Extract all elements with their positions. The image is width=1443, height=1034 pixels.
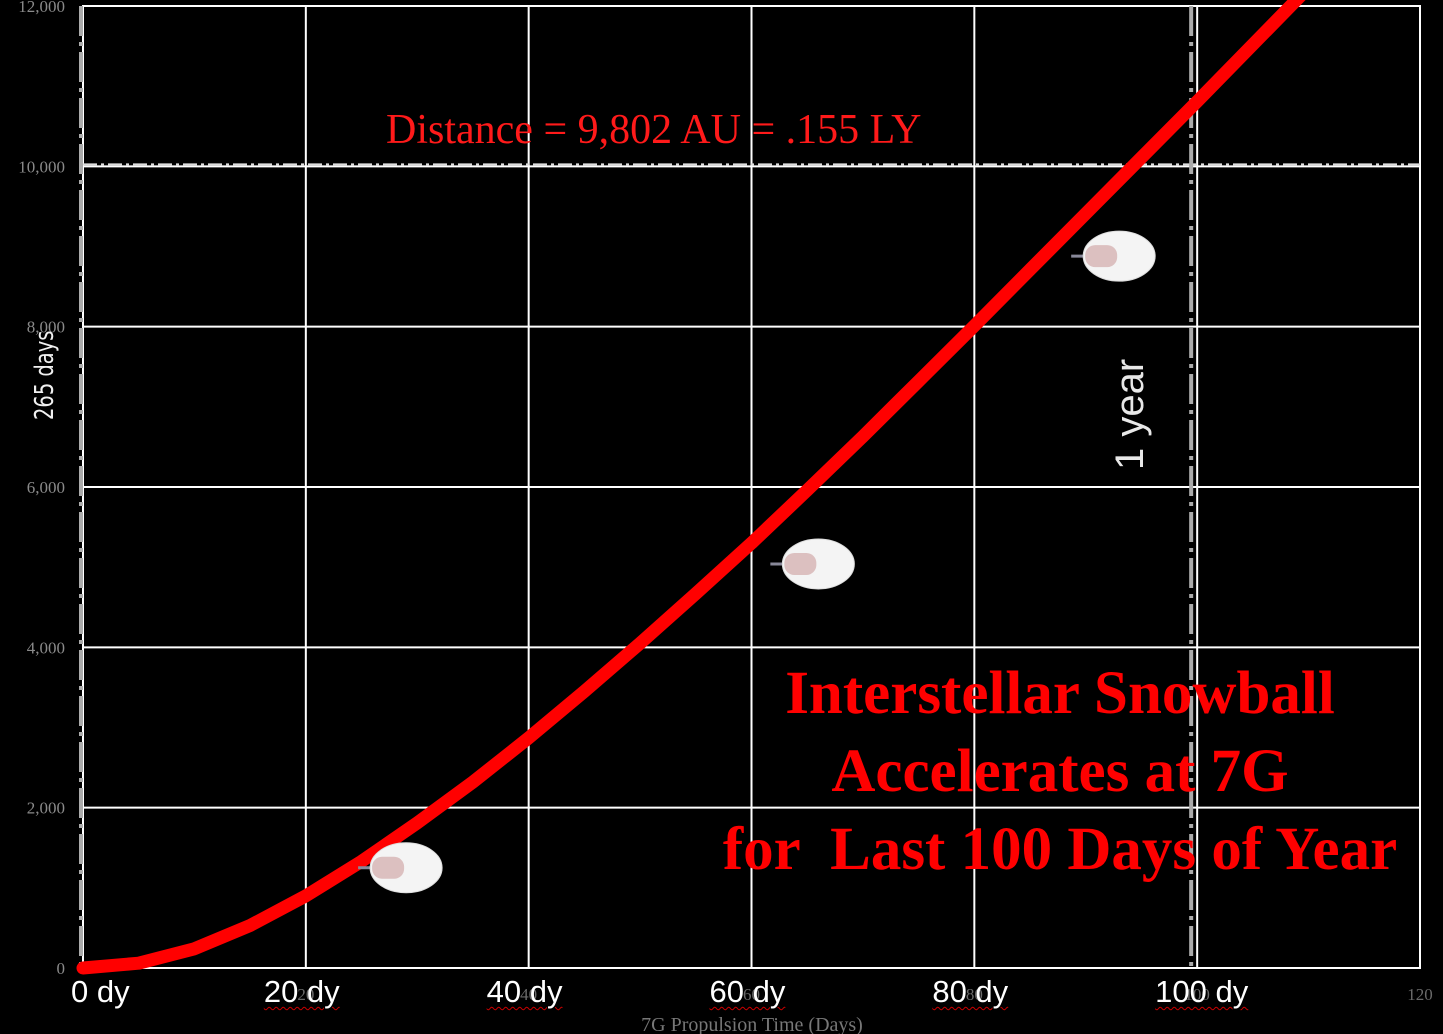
x-tick-label: 20 [297,985,314,1004]
snowball-body [1082,230,1156,282]
snowball-body [781,538,855,590]
title-line-3: for Last 100 Days of Year [722,816,1398,883]
x-tick-label: 40 [520,985,537,1004]
snowball-core [372,856,405,879]
snowball-markers [358,230,1156,894]
y-tick-label: 4,000 [27,638,65,657]
x-overlay-label: 60 dy [709,974,786,1009]
distance-curve [76,0,1306,975]
265-days-label: 265 days [30,330,60,420]
x-overlay-label: 20 dy [263,974,340,1009]
snowball-core [784,552,817,575]
y-tick-label: 6,000 [27,478,65,497]
x-axis-ticks: 20 40 60 80 100 120 [297,985,1432,1004]
y-tick-label: 10,000 [18,157,65,176]
reference-lines [79,6,1420,968]
x-overlay-label: 80 dy [932,974,1009,1009]
x-overlay-label: 40 dy [486,974,563,1009]
y-tick-label: 2,000 [27,799,65,818]
chart-title-block: Interstellar Snowball Accelerates at 7G … [660,655,1443,889]
snowball-icon [770,538,855,590]
y-axis-ticks: 0 2,000 4,000 6,000 8,000 10,000 12,000 [18,0,65,978]
title-line-1: Interstellar Snowball [785,660,1335,727]
x-tick-label: 100 [1184,985,1210,1004]
x-overlay-label: 0 dy [71,974,130,1009]
snowball-icon [358,842,443,894]
x-tick-label: 80 [966,985,983,1004]
series-line [76,0,1306,975]
snowball-body [369,842,443,894]
x-tick-label: 120 [1407,985,1433,1004]
one-year-label: 1 year [1108,358,1152,470]
x-axis-title: 7G Propulsion Time (Days) [641,1014,863,1034]
y-tick-label: 8,000 [27,318,65,337]
snowball-core [1085,245,1118,268]
title-line-2: Accelerates at 7G [831,738,1289,805]
distance-annotation: Distance = 9,802 AU = .155 LY [386,107,922,153]
x-tick-label: 60 [743,985,760,1004]
snowball-icon [1071,230,1156,282]
y-tick-label: 0 [57,959,66,978]
x-overlay-label: 100 dy [1155,974,1249,1009]
y-tick-label: 12,000 [18,0,65,16]
grid [82,5,1421,969]
